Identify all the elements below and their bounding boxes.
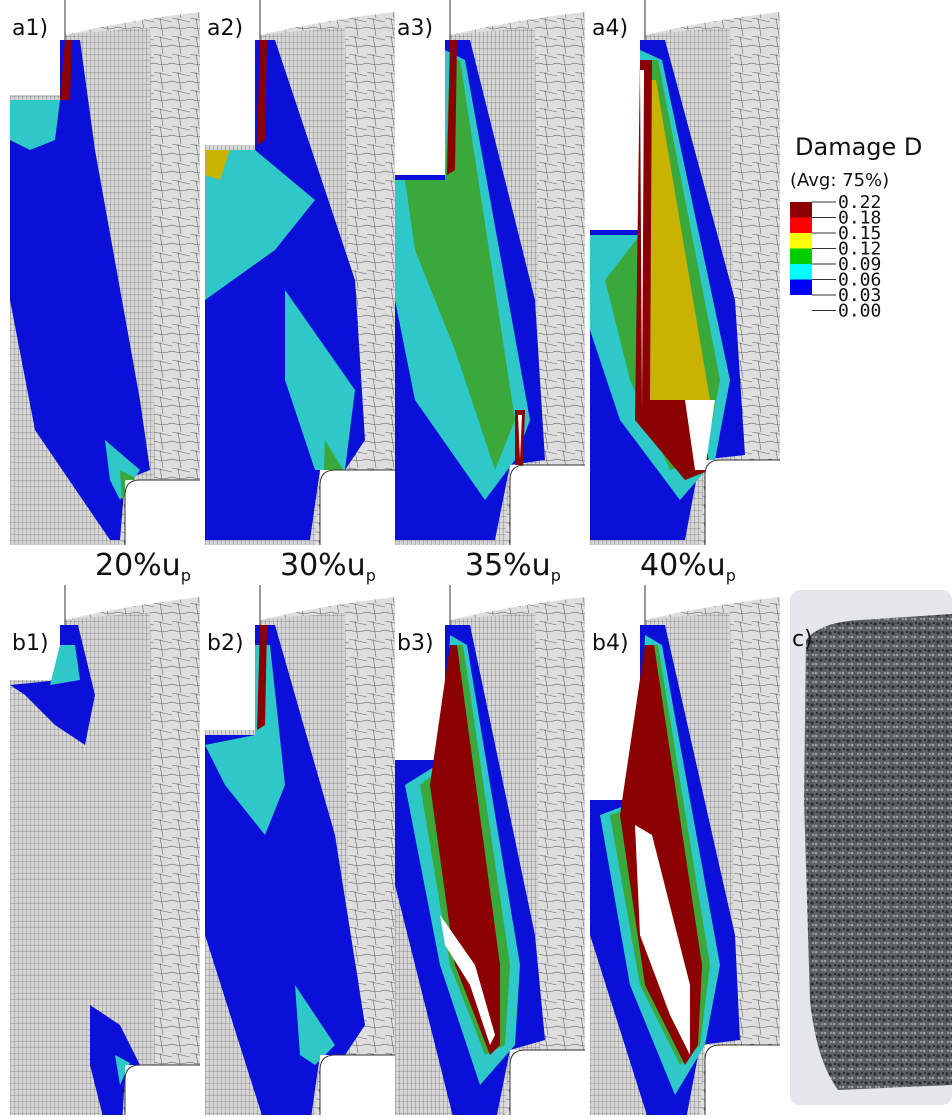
panel: b3) (395, 585, 590, 1115)
caption: 40%up (640, 548, 736, 585)
panel-label: a1) (12, 16, 48, 41)
panel: b1) (10, 585, 205, 1115)
legend-swatch (790, 249, 812, 265)
caption-main: 20%u (95, 548, 181, 583)
notch (510, 465, 590, 545)
panel: a4) (590, 0, 785, 545)
panel-label: a2) (207, 16, 243, 41)
panel: a3) (395, 0, 590, 545)
panel-label: a3) (397, 16, 433, 41)
legend-swatch (790, 264, 812, 280)
caption-sub: p (181, 566, 191, 585)
legend-swatch (790, 295, 812, 311)
panel-label: b1) (12, 631, 49, 656)
legend-subtitle: (Avg: 75%) (790, 170, 889, 191)
notch (320, 1055, 400, 1115)
panel-label: b2) (207, 631, 244, 656)
panel-label: b3) (397, 631, 434, 656)
legend-level: 0.00 (838, 301, 881, 322)
notch (510, 1050, 590, 1115)
caption-main: 30%u (280, 548, 366, 583)
panel: a1) (10, 0, 205, 545)
caption: 35%up (465, 548, 561, 585)
notch (320, 470, 400, 545)
caption-sub: p (551, 566, 561, 585)
caption: 20%up (95, 548, 191, 585)
notch (705, 1045, 785, 1115)
caption-sub: p (726, 566, 736, 585)
photo (790, 590, 952, 1105)
notch (125, 1065, 205, 1115)
legend: Damage D (Avg: 75%) (790, 133, 922, 191)
caption-sub: p (366, 566, 376, 585)
caption-main: 40%u (640, 548, 726, 583)
legend-swatch (790, 280, 812, 296)
legend-swatch (790, 218, 812, 234)
caption-main: 35%u (465, 548, 551, 583)
notch (125, 480, 205, 545)
legend-scale: 0.220.180.150.120.090.060.030.00 (790, 192, 881, 322)
figure: a1) a2) a3) a4) b1) b2) b3) b4) c) Damage D (Av… (0, 0, 952, 1115)
caption: 30%up (280, 548, 376, 585)
panel-label: b4) (592, 631, 629, 656)
notch (705, 460, 785, 545)
legend-swatch (790, 233, 812, 249)
damage-contour (50, 645, 80, 685)
legend-title: Damage D (795, 133, 922, 161)
panel: b4) (590, 585, 785, 1115)
panel: b2) (205, 585, 400, 1115)
panel: a2) (205, 0, 400, 545)
panel-label: c) (792, 627, 813, 652)
panel-label: a4) (592, 16, 628, 41)
legend-swatch (790, 202, 812, 218)
